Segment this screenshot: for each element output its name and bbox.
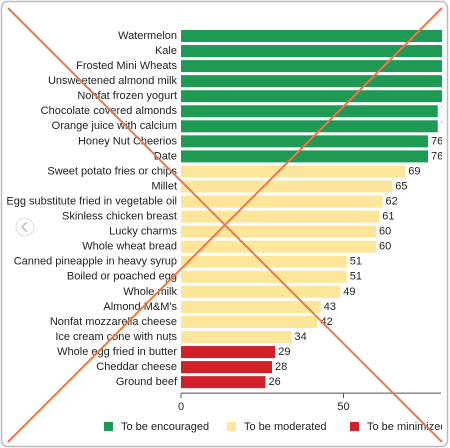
x-tick-label: 50 bbox=[337, 401, 349, 413]
y-tick-label: Ice cream cone with nuts bbox=[55, 331, 177, 343]
bar bbox=[181, 195, 383, 208]
bar bbox=[181, 315, 318, 328]
bar bbox=[181, 376, 266, 389]
y-tick-label: Almond M&M's bbox=[103, 301, 177, 313]
value-label: 79 bbox=[441, 105, 450, 117]
value-label: 51 bbox=[350, 271, 362, 283]
value-label: 60 bbox=[379, 241, 391, 253]
y-tick-label: Lucky charms bbox=[109, 226, 177, 238]
legend-swatch bbox=[227, 422, 236, 431]
bar bbox=[181, 255, 347, 268]
value-label: 65 bbox=[395, 180, 407, 192]
value-label: 43 bbox=[324, 301, 336, 313]
y-tick-label: Skinless chicken breast bbox=[62, 211, 177, 223]
bar bbox=[181, 346, 276, 359]
y-tick-label: Whole milk bbox=[123, 286, 177, 298]
value-label: 60 bbox=[379, 226, 391, 238]
legend-label: To be encouraged bbox=[121, 421, 209, 433]
bar bbox=[181, 361, 272, 374]
bar bbox=[181, 240, 376, 253]
bar bbox=[181, 300, 321, 313]
y-tick-label: Millet bbox=[151, 180, 177, 192]
value-label: 26 bbox=[269, 376, 281, 388]
y-tick-label: Sweet potato fries or chips bbox=[47, 165, 177, 177]
y-tick-label: Orange juice with calcium bbox=[52, 120, 177, 132]
value-label: 79 bbox=[441, 120, 450, 132]
value-label: 51 bbox=[350, 256, 362, 268]
bar bbox=[181, 150, 428, 163]
bar bbox=[181, 285, 341, 298]
value-label: 29 bbox=[278, 346, 290, 358]
y-tick-label: Whole wheat bread bbox=[82, 241, 177, 253]
bar bbox=[181, 60, 442, 73]
bar bbox=[181, 210, 380, 223]
y-tick-label: Chocolate covered almonds bbox=[41, 105, 178, 117]
y-tick-label: Boiled or poached egg bbox=[67, 271, 177, 283]
prev-arrow bbox=[20, 221, 28, 233]
y-tick-label: Kale bbox=[155, 45, 177, 57]
bar bbox=[181, 30, 442, 42]
bar bbox=[181, 180, 393, 193]
y-tick-label: Whole egg fried in butter bbox=[57, 346, 177, 358]
y-tick-label: Watermelon bbox=[118, 30, 177, 42]
x-tick-label: 0 bbox=[178, 401, 184, 413]
bar bbox=[181, 45, 442, 58]
bar bbox=[181, 331, 292, 343]
plot: Watermelon Kale Frosted Mini Wheats Unsweet… bbox=[6, 30, 450, 433]
value-label: 76 bbox=[431, 150, 443, 162]
bar bbox=[181, 75, 442, 88]
bar bbox=[181, 105, 438, 118]
y-tick-label: Ground beef bbox=[116, 376, 178, 388]
value-label: 62 bbox=[386, 195, 398, 207]
bar bbox=[181, 90, 442, 103]
y-tick-label: Egg substitute fried in vegetable oil bbox=[6, 195, 177, 207]
legend-label: To be minimized bbox=[367, 421, 446, 433]
value-label: 76 bbox=[431, 135, 443, 147]
prev-button[interactable] bbox=[15, 217, 35, 237]
value-label: 28 bbox=[275, 361, 287, 373]
value-label: 49 bbox=[343, 286, 355, 298]
y-tick-label: Nonfat frozen yogurt bbox=[77, 90, 177, 102]
legend-swatch bbox=[104, 422, 113, 431]
bar bbox=[181, 165, 406, 178]
y-tick-label: Unsweetened almond milk bbox=[48, 75, 178, 87]
bar bbox=[181, 135, 428, 148]
legend-swatch bbox=[350, 422, 359, 431]
cross-line bbox=[7, 7, 443, 443]
y-tick-label: Honey Nut Cheerios bbox=[78, 135, 178, 147]
legend-label: To be moderated bbox=[244, 421, 327, 433]
y-tick-label: Canned pineapple in heavy syrup bbox=[14, 256, 177, 268]
y-tick-label: Cheddar cheese bbox=[96, 361, 177, 373]
value-label: 61 bbox=[382, 211, 394, 223]
y-tick-label: Frosted Mini Wheats bbox=[76, 60, 177, 72]
y-tick-label: Nonfat mozzarella cheese bbox=[50, 316, 177, 328]
value-label: 34 bbox=[295, 331, 307, 343]
bar bbox=[181, 120, 438, 133]
bar bbox=[181, 270, 347, 283]
bar bbox=[181, 225, 376, 238]
value-label: 69 bbox=[408, 165, 420, 177]
